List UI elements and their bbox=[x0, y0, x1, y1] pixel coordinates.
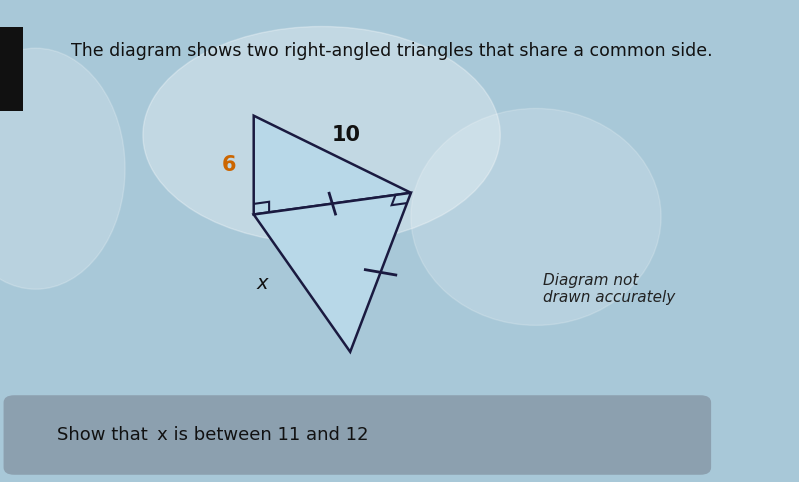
Text: Diagram not
drawn accurately: Diagram not drawn accurately bbox=[543, 273, 675, 306]
Polygon shape bbox=[254, 193, 411, 352]
Text: Show that  x is between 11 and 12: Show that x is between 11 and 12 bbox=[58, 426, 368, 444]
Text: 10: 10 bbox=[332, 125, 361, 145]
FancyBboxPatch shape bbox=[3, 395, 711, 475]
Text: The diagram shows two right-angled triangles that share a common side.: The diagram shows two right-angled trian… bbox=[71, 41, 713, 60]
Bar bbox=[0, 27, 23, 111]
Ellipse shape bbox=[411, 108, 661, 325]
Text: x: x bbox=[257, 274, 268, 293]
Text: 6: 6 bbox=[221, 155, 236, 175]
Polygon shape bbox=[254, 116, 411, 214]
Ellipse shape bbox=[0, 48, 125, 289]
Ellipse shape bbox=[143, 27, 500, 243]
